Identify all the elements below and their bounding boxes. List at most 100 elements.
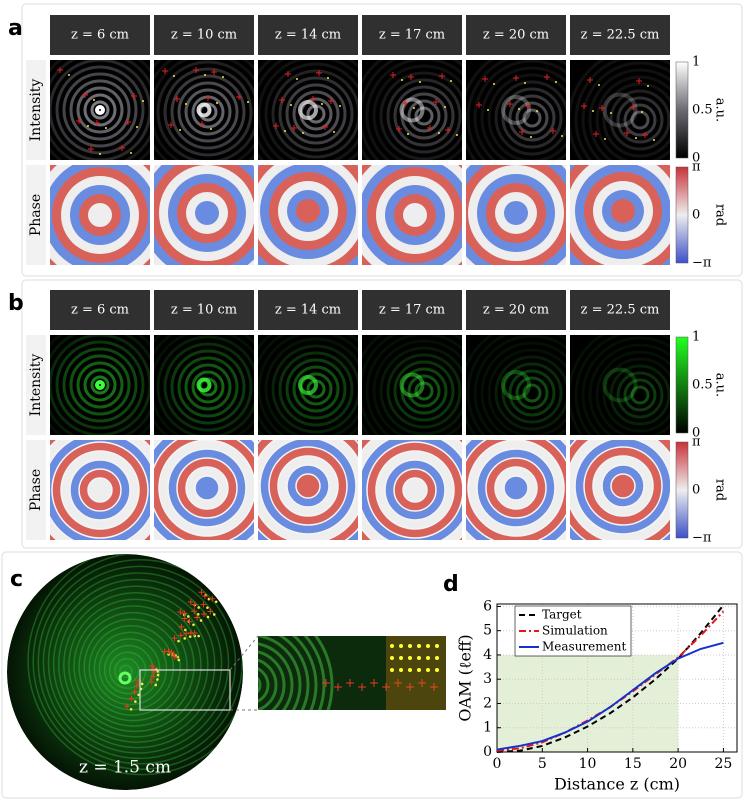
column-header-text: z = 14 cm: [275, 303, 341, 318]
column-header-text: z = 6 cm: [71, 303, 129, 318]
row-label: Intensity: [28, 354, 44, 417]
panel-label: a: [8, 16, 23, 41]
colorbar-tick-label: 0.5: [692, 378, 713, 393]
intensity-image: [466, 335, 566, 435]
legend-label: Simulation: [542, 624, 608, 638]
row-label-box: [26, 335, 46, 435]
x-tick-label: 10: [579, 756, 597, 772]
y-tick-label: 6: [483, 598, 492, 614]
column-header: [466, 15, 566, 55]
row-label-box: [26, 440, 46, 540]
panel-frame: [21, 3, 743, 277]
row-label: Phase: [28, 469, 44, 511]
x-tick-label: 15: [624, 756, 642, 772]
column-header: [570, 290, 670, 330]
column-header: [154, 290, 254, 330]
colorbar: [675, 336, 689, 434]
panel-label: b: [8, 291, 24, 316]
x-tick-label: 5: [538, 756, 547, 772]
y-tick-label: 3: [483, 671, 492, 687]
intensity-image: [570, 335, 670, 435]
x-axis-label: Distance z (cm): [554, 775, 680, 794]
zoom-inset: [258, 636, 446, 710]
y-tick-label: 1: [483, 720, 492, 736]
phase-image: [50, 165, 150, 265]
phase-image: [154, 165, 254, 265]
intensity-image: [258, 335, 358, 435]
y-tick-label: 4: [483, 647, 492, 663]
y-axis-label: OAM (ℓeff): [456, 634, 475, 721]
panel-label: d: [443, 572, 459, 597]
x-tick-label: 20: [669, 756, 687, 772]
intensity-image: [570, 60, 670, 160]
phase-image: [570, 440, 670, 540]
zoom-connector: [229, 635, 259, 711]
legend-label: Target: [542, 608, 582, 622]
phase-image: [154, 440, 254, 540]
zoom-box: [139, 669, 231, 711]
panel-label: c: [10, 567, 23, 592]
colorbar-unit: a.u.: [713, 373, 728, 397]
column-header: [258, 290, 358, 330]
annotation: z = 1.5 cm: [79, 758, 171, 778]
panel-frame: [21, 279, 743, 549]
colorbar-tick-label: π: [692, 160, 701, 175]
phase-image: [258, 440, 358, 540]
phase-image: [258, 165, 358, 265]
colorbar-tick-label: 0.5: [692, 103, 713, 118]
column-header-text: z = 14 cm: [275, 28, 341, 43]
intensity-image: [362, 60, 462, 160]
colorbar-tick-label: 0: [692, 426, 700, 441]
colorbar-tick-label: −π: [692, 531, 712, 546]
phase-image: [466, 440, 566, 540]
colorbar: [675, 61, 689, 159]
column-header: [362, 15, 462, 55]
phase-image: [50, 440, 150, 540]
row-label-box: [26, 60, 46, 160]
axes-frame: [496, 603, 738, 753]
x-tick-label: 0: [493, 756, 502, 772]
data-line: [496, 604, 725, 753]
intensity-image: [258, 60, 358, 160]
colorbar-tick-label: 1: [692, 55, 700, 70]
column-header: [154, 15, 254, 55]
y-tick-label: 2: [483, 695, 492, 711]
phase-image: [362, 440, 462, 540]
intensity-image: [50, 60, 150, 160]
phase-image: [362, 165, 462, 265]
colorbar-tick-label: 1: [692, 330, 700, 345]
column-header-text: z = 17 cm: [379, 28, 445, 43]
column-header: [362, 290, 462, 330]
intensity-image: [466, 60, 566, 160]
intensity-image: [154, 60, 254, 160]
phase-image: [466, 165, 566, 265]
intensity-image: [154, 335, 254, 435]
column-header-text: z = 10 cm: [171, 303, 237, 318]
colorbar-unit: rad: [713, 479, 728, 501]
column-header-text: z = 6 cm: [71, 28, 129, 43]
column-header-text: z = 17 cm: [379, 303, 445, 318]
colorbar: [675, 441, 689, 539]
beam-image: [7, 554, 243, 790]
row-label-box: [26, 165, 46, 265]
colorbar-tick-label: 0: [692, 208, 700, 223]
column-header: [570, 15, 670, 55]
row-label: Intensity: [28, 79, 44, 142]
colorbar: [675, 166, 689, 264]
column-header-text: z = 20 cm: [483, 28, 549, 43]
data-line: [496, 641, 724, 751]
x-tick-label: 25: [715, 756, 733, 772]
legend-label: Measurement: [542, 640, 626, 654]
y-tick-label: 5: [483, 623, 492, 639]
panel-frame: [1, 551, 743, 799]
intensity-image: [50, 335, 150, 435]
column-header: [50, 15, 150, 55]
row-label: Phase: [28, 194, 44, 236]
intensity-image: [362, 335, 462, 435]
column-header-text: z = 20 cm: [483, 303, 549, 318]
column-header: [50, 290, 150, 330]
column-header-text: z = 22.5 cm: [581, 28, 660, 43]
colorbar-tick-label: −π: [692, 256, 712, 271]
colorbar-tick-label: 0: [692, 151, 700, 166]
